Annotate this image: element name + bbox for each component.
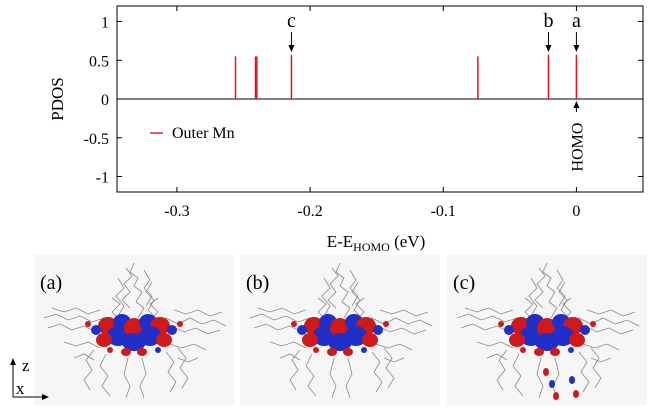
x-tick-label: 0	[572, 203, 580, 220]
homo-marker: HOMO	[569, 101, 586, 171]
x-axis-label-sub: HOMO	[353, 240, 390, 254]
x-label: x	[16, 379, 25, 398]
orbital-panel-a: (a)	[34, 255, 234, 405]
homo-arrow-head	[573, 101, 580, 108]
x-axis-label: E-EHOMO (eV)	[327, 232, 426, 254]
z-label: z	[22, 356, 30, 375]
axes-indicator: z x	[10, 356, 49, 400]
pdos-lines	[234, 54, 578, 99]
orbital-panel-c: (c)	[447, 255, 647, 405]
x-tick-label: -0.3	[164, 203, 189, 220]
y-tick-label: 0.5	[89, 53, 109, 70]
x-axis-label-main: E-E	[327, 232, 353, 251]
panel-label-a: (a)	[40, 272, 62, 294]
annotation-label: a	[572, 10, 581, 32]
y-ticks: 1 0.5 0 -0.5 -1	[84, 15, 643, 187]
extra-lobes-c	[543, 368, 579, 400]
y-axis-label: PDOS	[48, 77, 67, 120]
annotation-arrow-head	[288, 45, 295, 52]
x-axis-label-unit: (eV)	[390, 232, 425, 251]
orbital-panel-b: (b)	[240, 255, 440, 405]
x-tick-label: -0.1	[431, 203, 456, 220]
x-ticks: -0.3 -0.2 -0.1 0	[164, 6, 580, 220]
annotation-label: c	[287, 10, 296, 32]
panel-label-c: (c)	[453, 272, 475, 294]
panel-label-b: (b)	[246, 272, 269, 294]
y-tick-label: 1	[101, 15, 109, 32]
legend-label: Outer Mn	[172, 125, 235, 142]
annotation-arrow-head	[573, 45, 580, 52]
x-tick-label: -0.2	[297, 203, 322, 220]
annotation-label: b	[543, 10, 553, 32]
z-arrow-head	[10, 358, 16, 365]
legend: Outer Mn	[150, 125, 235, 142]
annotation-arrow-head	[545, 45, 552, 52]
x-arrow-head	[42, 394, 49, 400]
y-tick-label: 0	[101, 92, 109, 109]
y-tick-label: -0.5	[84, 131, 109, 148]
homo-label: HOMO	[569, 123, 586, 172]
y-tick-label: -1	[96, 170, 109, 187]
